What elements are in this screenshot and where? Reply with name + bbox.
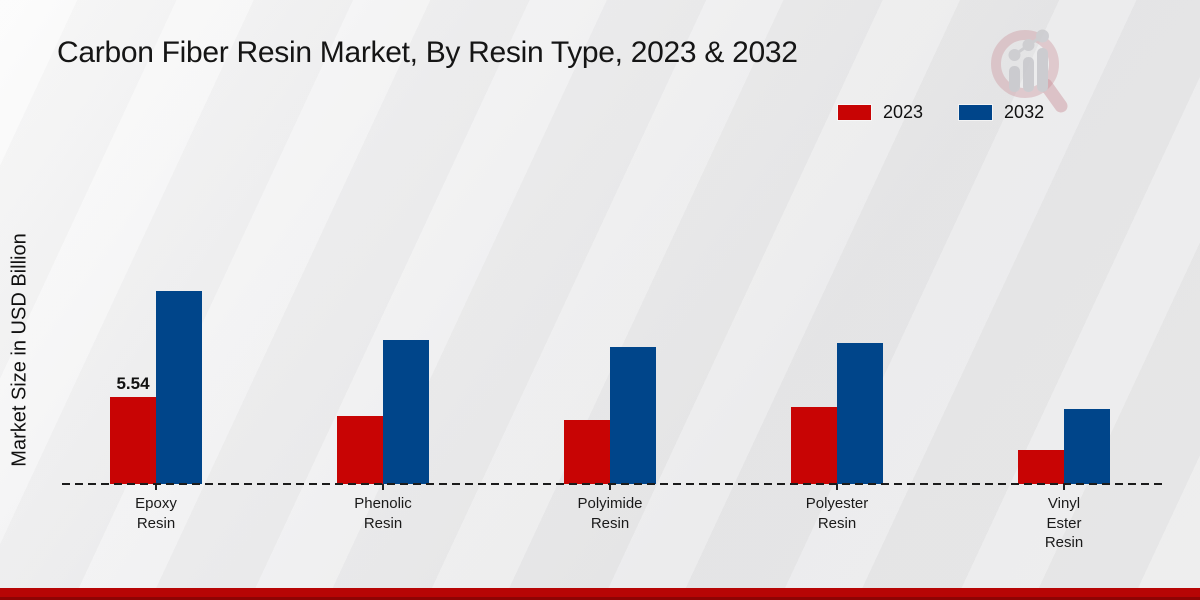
bar-value-label-epoxy-resin: 5.54 (116, 374, 150, 393)
bar-2023-phenolic-resin (337, 416, 383, 484)
legend-swatch-2032 (959, 105, 993, 120)
legend-item-2032: 2032 (959, 102, 1044, 123)
x-axis-tick-polyester-resin (836, 484, 838, 490)
legend-swatch-2023 (838, 105, 871, 120)
category-label-polyimide-resin: Polyimide Resin (577, 495, 643, 532)
bar-2023-vinyl-ester-resin (1018, 450, 1064, 484)
bar-2032-polyester-resin (837, 343, 883, 484)
bar-2032-vinyl-ester-resin (1064, 409, 1110, 484)
category-label-phenolic-resin: Phenolic Resin (354, 495, 412, 532)
x-axis-tick-epoxy-resin (155, 484, 157, 490)
bar-2023-epoxy-resin (110, 397, 156, 484)
legend: 2023 2032 (838, 102, 1044, 123)
legend-label: 2023 (883, 102, 924, 122)
x-axis-tick-phenolic-resin (382, 484, 384, 490)
x-axis-tick-vinyl-ester-resin (1063, 484, 1065, 490)
bar-2032-phenolic-resin (383, 340, 429, 484)
legend-item-2023: 2023 (838, 102, 923, 123)
category-label-vinyl-ester-resin: Vinyl Ester Resin (1044, 495, 1084, 551)
bar-2032-polyimide-resin (610, 347, 656, 484)
chart-title: Carbon Fiber Resin Market, By Resin Type… (57, 36, 798, 69)
magnifier-bar-chart-logo-icon (991, 29, 1068, 113)
x-axis-tick-polyimide-resin (609, 484, 611, 490)
footer-red-stripe (0, 588, 1200, 600)
y-axis-label: Market Size in USD Billion (8, 233, 31, 467)
bar-2023-polyimide-resin (564, 420, 610, 484)
category-label-polyester-resin: Polyester Resin (805, 495, 869, 532)
bar-2023-polyester-resin (791, 407, 837, 484)
category-label-epoxy-resin: Epoxy Resin (135, 495, 177, 532)
legend-label: 2032 (1004, 102, 1045, 122)
bar-2032-epoxy-resin (156, 291, 202, 484)
x-axis-dashed-baseline (62, 483, 1165, 485)
